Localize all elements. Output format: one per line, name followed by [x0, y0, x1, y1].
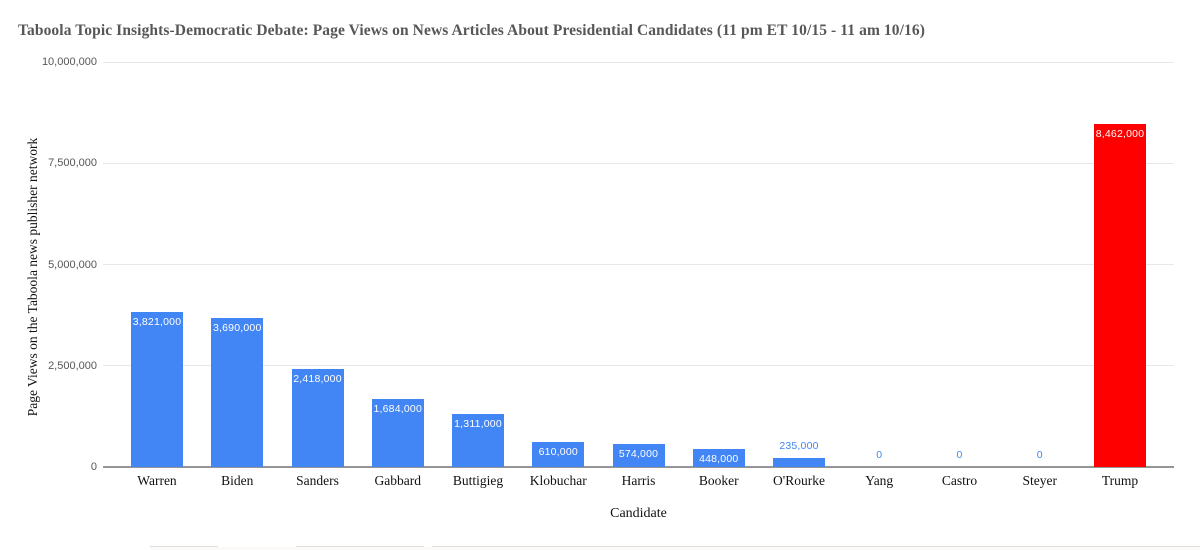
- x-axis-line: [103, 466, 1174, 468]
- x-axis-category-label: O'Rourke: [773, 473, 825, 488]
- bar-value-label: 3,821,000: [132, 316, 182, 329]
- y-axis-tick-label: 10,000,000: [41, 56, 97, 68]
- x-axis-title: Candidate: [610, 506, 667, 521]
- bar-value-label: 448,000: [699, 452, 739, 465]
- bar-gabbard[interactable]: [371, 398, 424, 467]
- bottom-edge-divider: [150, 546, 1200, 550]
- gridline: [103, 264, 1174, 265]
- bar-trump[interactable]: [1094, 124, 1146, 467]
- x-axis-category-label: Sanders: [296, 473, 339, 488]
- bar-sanders[interactable]: [291, 369, 344, 467]
- bar-booker[interactable]: [692, 448, 745, 467]
- bar-value-label: 574,000: [618, 447, 659, 460]
- bar-value-label: 8,462,000: [1095, 128, 1145, 141]
- y-axis-tick-label: 0: [90, 461, 97, 473]
- gridline: [103, 162, 1174, 164]
- bar-value-label: 0: [956, 449, 963, 461]
- x-axis-category-label: Biden: [221, 473, 254, 488]
- x-axis-category-label: Warren: [137, 473, 177, 488]
- bar-warren[interactable]: [131, 312, 183, 467]
- gridline: [103, 61, 1174, 63]
- x-axis-category-label: Castro: [941, 473, 978, 488]
- x-axis-category-label: Gabbard: [374, 473, 421, 488]
- y-axis-tick-label: 5,000,000: [48, 258, 97, 271]
- bar-value-label: 0: [876, 449, 883, 461]
- x-axis-category-label: Booker: [698, 473, 739, 488]
- y-axis-title: Page Views on the Taboola news publisher…: [25, 137, 40, 417]
- bar-harris[interactable]: [612, 443, 665, 467]
- gridline: [103, 365, 1174, 367]
- x-axis-category-label: Harris: [621, 473, 656, 488]
- y-axis-tick-label: 7,500,000: [48, 157, 97, 170]
- bar-buttigieg[interactable]: [452, 413, 504, 467]
- bar-o-rourke[interactable]: [773, 457, 825, 467]
- bar-biden[interactable]: [211, 317, 264, 467]
- x-axis-category-label: Steyer: [1022, 473, 1058, 488]
- y-axis-tick-label: 2,500,000: [48, 359, 97, 372]
- x-axis-category-label: Yang: [865, 473, 894, 488]
- bar-value-label: 1,684,000: [373, 402, 422, 415]
- bar-value-label: 2,418,000: [293, 373, 342, 386]
- bar-value-label: 3,690,000: [212, 321, 262, 334]
- bar-value-label: 610,000: [538, 446, 578, 459]
- x-axis-category-label: Trump: [1101, 473, 1139, 488]
- x-axis-category-label: Buttigieg: [452, 473, 504, 488]
- x-axis-category-label: Klobuchar: [529, 473, 587, 488]
- bottom-edge-gap: [218, 545, 296, 547]
- bar-value-label: 0: [1036, 449, 1043, 461]
- plot-area[interactable]: 3,821,000 3,690,000 2,418,000 1,684,000 1,31…: [103, 61, 1174, 468]
- bar-klobuchar[interactable]: [532, 442, 585, 467]
- bar-value-label: 1,311,000: [454, 417, 502, 430]
- bottom-edge-gap: [424, 545, 432, 547]
- bar-value-label: 235,000: [779, 439, 819, 452]
- chart-title: Taboola Topic Insights-Democratic Debate…: [18, 22, 925, 39]
